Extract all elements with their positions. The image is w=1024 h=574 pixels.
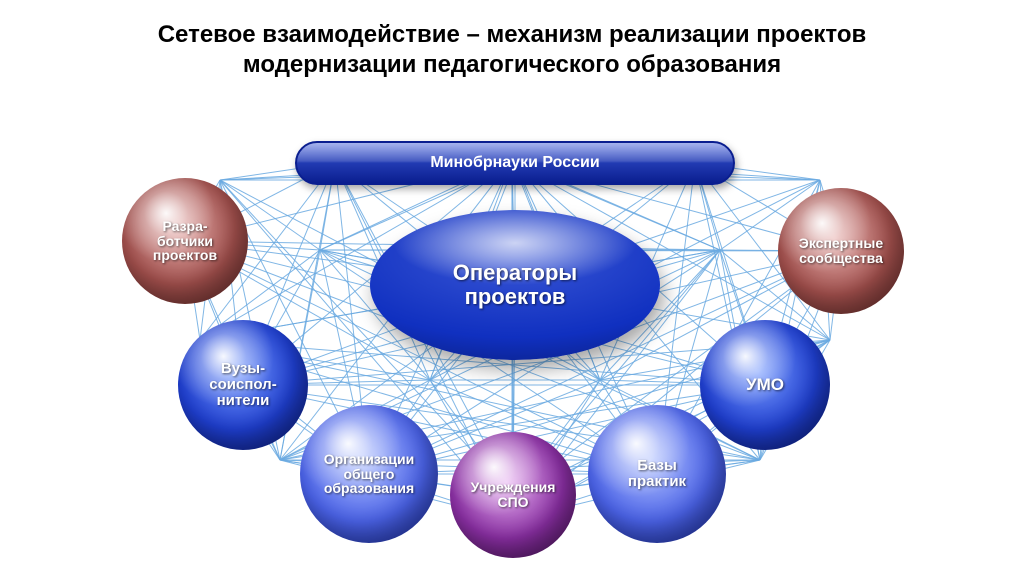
sphere-label-developers: Разра- ботчики проектов (147, 219, 223, 263)
sphere-spo: Учреждения СПО (450, 432, 576, 558)
page-title: Сетевое взаимодействие – механизм реализ… (0, 20, 1024, 80)
sphere-developers: Разра- ботчики проектов (122, 178, 248, 304)
sphere-label-spo: Учреждения СПО (465, 480, 562, 509)
center-ellipse-label: Операторы проектов (447, 261, 583, 309)
top-pill-ministry: Минобрнауки России (295, 141, 735, 185)
sphere-orgs: Организации общего образования (300, 405, 438, 543)
sphere-label-experts: Экспертные сообщества (793, 236, 889, 265)
sphere-experts: Экспертные сообщества (778, 188, 904, 314)
center-ellipse-operators: Операторы проектов (370, 210, 660, 360)
sphere-bazy: Базы практик (588, 405, 726, 543)
top-pill-label: Минобрнауки России (430, 154, 599, 172)
sphere-label-vuzy: Вузы- соиспол- нители (203, 361, 282, 408)
sphere-label-bazy: Базы практик (622, 458, 692, 490)
sphere-label-umo: УМО (740, 376, 790, 394)
title-text: Сетевое взаимодействие – механизм реализ… (158, 21, 867, 78)
sphere-vuzy: Вузы- соиспол- нители (178, 320, 308, 450)
sphere-umo: УМО (700, 320, 830, 450)
sphere-label-orgs: Организации общего образования (318, 452, 421, 496)
